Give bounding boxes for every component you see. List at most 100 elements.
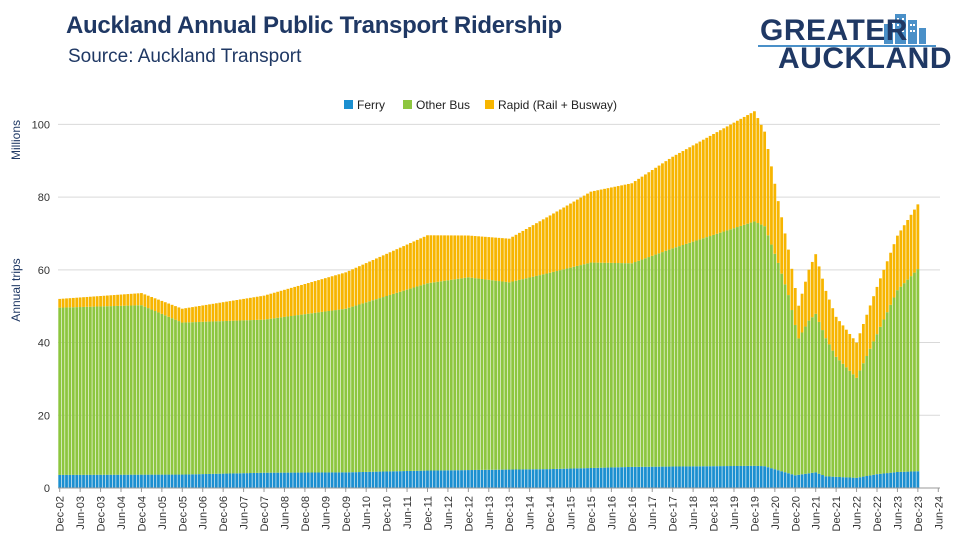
bar-rapid [896,235,899,291]
bar-rapid [65,298,68,308]
bar-series [58,111,920,488]
bar-rapid [790,268,794,311]
bar-other-bus [187,322,191,475]
bar-other-bus [650,255,654,467]
bar-rapid [388,252,392,295]
legend-label: Rapid (Rail + Busway) [498,98,617,112]
bar-other-bus [882,319,886,474]
bar-other-bus [627,263,630,467]
bar-ferry [463,470,467,488]
bar-rapid [146,295,150,309]
bar-other-bus [300,314,303,473]
bar-ferry [746,465,749,488]
bar-other-bus [88,306,92,475]
bar-ferry [68,474,72,488]
bar-ferry [385,471,389,488]
bar-rapid [667,158,671,250]
bar-rapid [174,306,177,320]
bar-other-bus [221,321,225,474]
bar-rapid [446,235,450,281]
bar-rapid [545,217,549,274]
bar-ferry [824,476,828,488]
bar-ferry [300,472,303,488]
bar-other-bus [821,330,824,476]
bar-other-bus [279,317,283,473]
bar-rapid [858,333,862,371]
bar-ferry [909,471,913,488]
bar-rapid [753,111,756,222]
bar-rapid [204,304,208,322]
bar-other-bus [589,262,593,468]
bar-other-bus [671,248,675,467]
bar-rapid [221,302,225,322]
bar-ferry [637,466,641,488]
greater-auckland-logo: GREATER AUCKLAND [758,8,951,75]
bar-ferry [916,471,920,488]
bar-rapid [208,304,211,322]
bar-rapid [197,306,201,322]
bar-other-bus [313,312,317,473]
bar-rapid [449,235,453,280]
bar-other-bus [477,278,480,470]
bar-rapid [385,253,389,296]
bar-other-bus [545,273,549,470]
bar-ferry [191,474,194,488]
bar-rapid [521,230,525,280]
bar-other-bus [133,305,137,475]
bar-ferry [460,470,463,488]
bar-ferry [337,472,341,488]
bar-other-bus [817,321,821,474]
bar-ferry [320,472,324,488]
bar-ferry [861,476,865,488]
bar-other-bus [858,370,862,478]
bar-rapid [456,235,460,279]
x-tick-label: Jun-09 [320,496,332,530]
bar-rapid [310,282,314,314]
bar-other-bus [524,278,528,470]
bar-ferry [810,472,814,488]
bar-ferry [732,466,736,488]
bar-ferry [177,474,181,488]
bar-ferry [436,470,440,488]
bar-rapid [364,263,368,303]
bar-other-bus [327,311,331,473]
x-tick-label: Dec-18 [709,496,721,531]
bar-ferry [330,472,334,488]
bar-rapid [848,333,852,371]
bar-rapid [800,293,804,333]
legend-swatch [403,100,412,109]
bar-ferry [259,472,263,488]
bar-other-bus [613,262,617,468]
bar-ferry [344,472,348,488]
bar-other-bus [807,320,811,474]
x-tick-label: Jun-04 [116,496,128,530]
bar-rapid [572,201,576,267]
bar-ferry [773,469,777,488]
bar-rapid [879,278,882,327]
bar-ferry [616,467,620,488]
bar-ferry [875,474,879,488]
bar-other-bus [238,320,242,474]
bar-ferry [535,469,538,488]
bar-other-bus [429,282,433,471]
x-tick-label: Jun-15 [566,496,578,530]
bar-other-bus [661,252,664,467]
bar-ferry [361,471,365,488]
bar-ferry [538,469,542,488]
bar-ferry [371,471,375,488]
bar-rapid [827,299,831,345]
bar-ferry [735,465,739,488]
bar-ferry [524,469,528,488]
bar-rapid [129,293,133,306]
bar-rapid [528,227,532,278]
bar-ferry [289,472,293,488]
bar-other-bus [640,259,644,467]
bar-other-bus [191,322,194,475]
bar-ferry [327,472,331,488]
bar-ferry [446,470,450,488]
bar-rapid [136,293,140,306]
bar-rapid [344,272,348,309]
bar-other-bus [283,316,286,473]
bar-other-bus [344,308,348,473]
bar-rapid [105,295,109,307]
